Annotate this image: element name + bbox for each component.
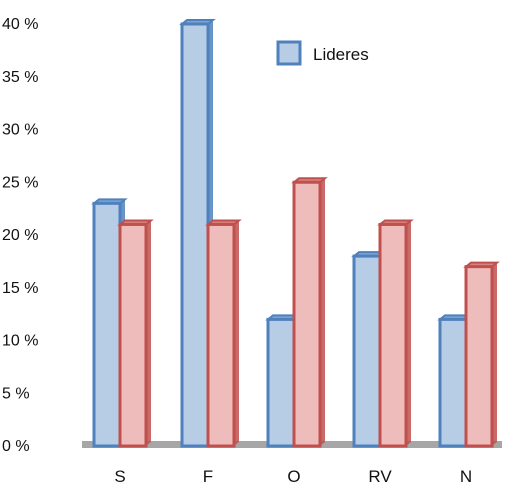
x-tick-label: O bbox=[287, 467, 300, 485]
bar-red-F bbox=[205, 219, 242, 448]
bar-red-O bbox=[291, 177, 328, 448]
y-tick-label: 40 % bbox=[2, 16, 38, 33]
y-axis: 0 % 5 % 10 % 15 % 20 % 25 % 30 % 35 % 40 % bbox=[2, 16, 38, 455]
y-tick-label: 10 % bbox=[2, 333, 38, 350]
x-tick-label: S bbox=[114, 467, 125, 485]
y-tick-label: 0 % bbox=[2, 438, 30, 455]
bar-front bbox=[266, 317, 296, 448]
y-tick-label: 35 % bbox=[2, 69, 38, 86]
x-axis: S F O RV N bbox=[114, 467, 472, 486]
legend: Lideres bbox=[276, 40, 369, 66]
legend-label: Lideres bbox=[313, 45, 369, 64]
y-tick-label: 30 % bbox=[2, 122, 38, 139]
legend-swatch bbox=[276, 40, 302, 66]
y-tick-label: 20 % bbox=[2, 227, 38, 244]
x-tick-label: RV bbox=[368, 467, 392, 485]
bar-red-S bbox=[117, 219, 154, 448]
bar-front bbox=[206, 222, 236, 448]
bar-front bbox=[378, 222, 408, 448]
bar-front bbox=[464, 265, 494, 448]
bar-front bbox=[292, 180, 322, 448]
bar-front bbox=[92, 201, 122, 448]
bar-front bbox=[118, 222, 148, 448]
x-tick-label: N bbox=[460, 467, 472, 485]
bar-red-N bbox=[463, 261, 500, 448]
bar-red-RV bbox=[377, 219, 414, 448]
y-tick-label: 5 % bbox=[2, 385, 30, 402]
y-tick-label: 25 % bbox=[2, 174, 38, 191]
bar-front bbox=[352, 254, 382, 448]
x-tick-label: F bbox=[203, 467, 213, 485]
bar-front bbox=[180, 22, 210, 448]
bar-front bbox=[438, 317, 468, 448]
bars bbox=[91, 19, 500, 448]
y-tick-label: 15 % bbox=[2, 280, 38, 297]
